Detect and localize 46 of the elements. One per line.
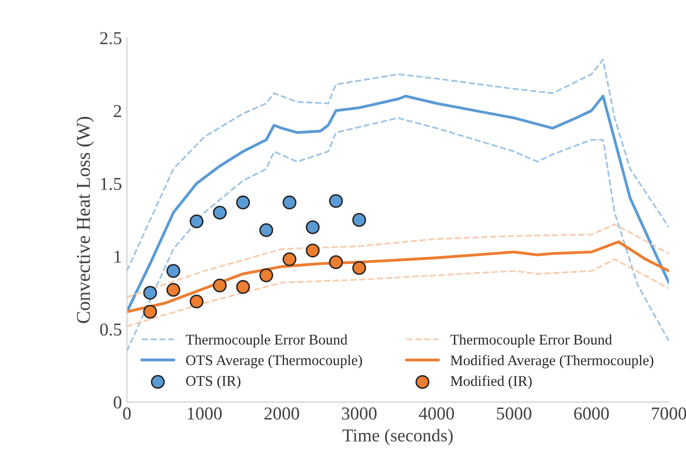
- x-tick-label: 2000: [264, 407, 300, 420]
- point: [352, 213, 366, 227]
- point: [212, 206, 227, 220]
- x-tick-label: 3000: [342, 407, 377, 420]
- y-tick-label: 0.5: [100, 323, 122, 336]
- x-axis-title: Time (seconds): [342, 428, 453, 446]
- y-axis-title: Convective Heat Loss (W): [76, 116, 94, 324]
- point: [166, 264, 180, 278]
- point: [329, 194, 343, 208]
- point: [143, 304, 158, 319]
- point: [306, 244, 320, 258]
- point: [306, 220, 320, 234]
- point: [236, 196, 250, 210]
- point: [282, 196, 296, 210]
- y-tick-label: 0: [114, 396, 122, 408]
- legend-label: OTS Average (Thermocouple): [186, 354, 362, 368]
- point: [190, 214, 204, 228]
- point: [236, 280, 250, 294]
- line-series: [126, 258, 669, 328]
- y-tick-label: 1.5: [101, 178, 122, 190]
- point: [143, 286, 158, 300]
- line-series: [126, 58, 669, 272]
- x-tick-label: 1000: [188, 407, 222, 420]
- y-tick-label: 2.5: [100, 32, 122, 44]
- legend-label: Thermocouple Error Bound: [450, 334, 612, 348]
- legend-label: Modified (IR): [450, 376, 532, 389]
- line-series: [126, 223, 669, 298]
- point: [329, 255, 343, 270]
- point: [352, 261, 366, 275]
- point: [259, 223, 274, 238]
- point: [259, 268, 274, 282]
- point: [166, 282, 180, 297]
- point: [190, 294, 204, 308]
- legend-label: Thermocouple Error Bound: [186, 334, 348, 348]
- x-tick-label: 4000: [418, 407, 454, 420]
- point: [282, 252, 296, 266]
- line-series: [126, 117, 669, 352]
- legend-label: OTS (IR): [186, 376, 240, 389]
- x-tick-label: 5000: [497, 407, 532, 420]
- point: [212, 278, 227, 292]
- x-tick-label: 6000: [574, 407, 609, 420]
- x-tick-label: 0: [123, 407, 131, 420]
- y-tick-label: 2: [114, 104, 122, 117]
- x-tick-label: 7000: [652, 407, 686, 420]
- y-tick-label: 1: [114, 250, 121, 263]
- legend-label: Modified Average (Thermocouple): [450, 354, 654, 368]
